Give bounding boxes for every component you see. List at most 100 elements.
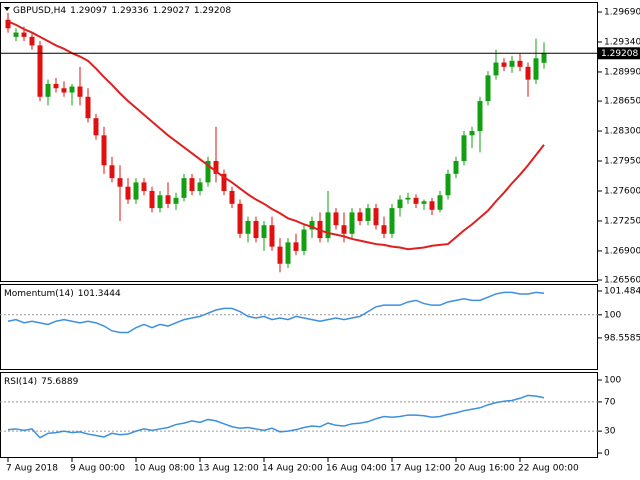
y-tick-label: 1.26560 xyxy=(604,276,640,286)
symbol: GBPUSD,H4 xyxy=(13,6,66,16)
candle-body xyxy=(237,203,243,234)
y-tick-label: 1.28650 xyxy=(604,97,640,107)
candle-body xyxy=(373,208,379,226)
y-tick-label: 100 xyxy=(604,376,621,386)
candle-body xyxy=(101,135,107,166)
x-tick-label: 14 Aug 20:00 xyxy=(262,464,323,474)
candle-body xyxy=(165,195,171,204)
candle-body xyxy=(437,195,443,210)
candle-body xyxy=(245,220,251,234)
candle-body xyxy=(477,101,483,132)
candle-body xyxy=(77,86,83,97)
candle-body xyxy=(5,19,11,29)
candle-body xyxy=(85,96,91,119)
panel-frame xyxy=(0,372,598,458)
candle-body xyxy=(293,242,299,251)
candle-body xyxy=(13,32,19,37)
candle-body xyxy=(157,195,163,209)
indicator-line xyxy=(7,291,545,334)
panel-frame xyxy=(0,2,598,282)
candle-body xyxy=(149,190,155,209)
indicator-value: 75.6889 xyxy=(41,377,78,387)
candle-body xyxy=(181,178,187,198)
candle-body xyxy=(525,66,531,80)
candle-body xyxy=(37,45,43,97)
candle-body xyxy=(485,75,491,102)
candle-body xyxy=(117,178,123,187)
candle-body xyxy=(277,246,283,264)
candle-body xyxy=(533,58,539,80)
candle-body xyxy=(357,212,363,221)
candle-body xyxy=(453,161,459,174)
x-tick-label: 17 Aug 12:00 xyxy=(390,464,451,474)
x-tick-label: 20 Aug 16:00 xyxy=(454,464,515,474)
ohlc-value: 1.29336 xyxy=(111,6,148,16)
candle-body xyxy=(389,208,395,234)
y-tick-label: 1.26900 xyxy=(604,246,640,256)
y-tick-label: 98.5585 xyxy=(604,333,640,343)
chart-title: GBPUSD,H4 1.29097 1.29336 1.29027 1.29208 xyxy=(13,6,231,16)
candle-body xyxy=(21,32,27,37)
indicator-name: RSI(14) xyxy=(4,377,37,387)
y-tick-label: 1.28300 xyxy=(604,127,640,137)
y-tick-label: 1.27250 xyxy=(604,216,640,226)
candle-body xyxy=(221,173,227,191)
candle-body xyxy=(309,220,315,230)
candle-body xyxy=(61,88,67,93)
candle-body xyxy=(493,62,499,76)
candle-body xyxy=(53,83,59,89)
candle-body xyxy=(397,199,403,209)
candle-body xyxy=(341,225,347,234)
candle-body xyxy=(45,83,51,97)
candle-body xyxy=(445,173,451,196)
price-label: 1.29208 xyxy=(601,49,638,59)
y-tick-label: 1.28990 xyxy=(604,67,640,77)
y-tick-label: 1.27600 xyxy=(604,186,640,196)
ohlc-value: 1.29208 xyxy=(194,6,231,16)
candle-body xyxy=(69,86,75,93)
candle-body xyxy=(349,212,355,234)
price-box xyxy=(598,47,640,60)
candle-body xyxy=(517,60,523,67)
ohlc-value: 1.29097 xyxy=(70,6,107,16)
indicator-title: RSI(14) 75.6889 xyxy=(4,377,79,387)
x-tick-label: 10 Aug 08:00 xyxy=(134,464,195,474)
candle-body xyxy=(125,186,131,200)
candle-body xyxy=(93,118,99,136)
y-tick-label: 0 xyxy=(604,449,610,459)
menu-triangle xyxy=(4,7,10,11)
candle-body xyxy=(501,62,507,67)
ohlc-value: 1.29027 xyxy=(153,6,190,16)
y-tick-label: 1.27950 xyxy=(604,157,640,167)
indicator-name: Momentum(14) xyxy=(4,289,74,299)
candle-body xyxy=(133,182,139,200)
y-tick-label: 70 xyxy=(604,397,616,407)
indicator-line xyxy=(7,394,545,439)
candle-body xyxy=(405,197,411,200)
moving-average xyxy=(7,20,545,251)
x-tick-label: 22 Aug 00:00 xyxy=(518,464,579,474)
candle-body xyxy=(141,182,147,191)
candle-body xyxy=(205,161,211,183)
candle-body xyxy=(285,242,291,264)
candle-body xyxy=(29,36,35,46)
y-tick-label: 100 xyxy=(604,310,621,320)
candle-body xyxy=(365,208,371,221)
candle-body xyxy=(197,182,203,191)
y-tick-label: 30 xyxy=(604,427,616,437)
candle-body xyxy=(541,53,547,63)
x-tick-label: 7 Aug 2018 xyxy=(6,464,58,474)
candle-body xyxy=(261,225,267,239)
candle-body xyxy=(413,197,419,204)
candle-body xyxy=(253,220,259,239)
x-tick-label: 9 Aug 00:00 xyxy=(70,464,125,474)
candle-body xyxy=(109,165,115,179)
candle-body xyxy=(229,190,235,204)
candle-body xyxy=(421,201,427,204)
candle-body xyxy=(461,135,467,162)
candle-body xyxy=(269,225,275,247)
candle-body xyxy=(189,178,195,191)
candle-body xyxy=(381,225,387,234)
